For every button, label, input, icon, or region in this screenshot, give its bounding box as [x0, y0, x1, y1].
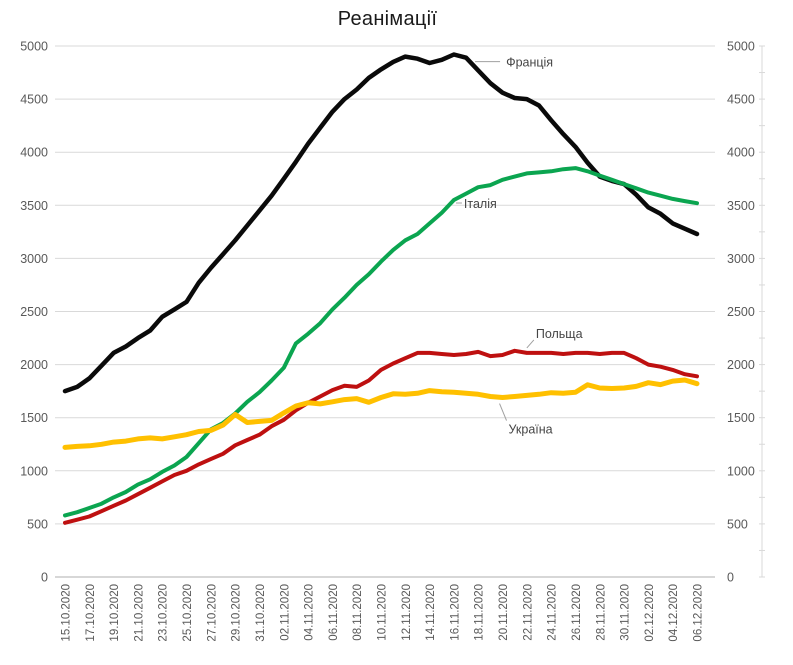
y-axis-tick-label: 2500	[727, 305, 755, 319]
x-axis-tick-label: 23.10.2020	[158, 584, 170, 642]
y-axis-right-labels: 0 500 1000 1500 2000 2500 3000 3500 4000 4500 5000	[727, 40, 755, 585]
y-axis-tick-label: 1000	[20, 464, 48, 478]
x-axis-tick-label: 20.11.2020	[498, 584, 510, 641]
x-axis-tick-label: 18.11.2020	[474, 584, 486, 641]
series-line-poland	[63, 348, 699, 525]
annotation-leader-ukraine	[499, 403, 508, 421]
annotation-label-italy: Італія	[464, 197, 497, 211]
x-axis-tick-label: 17.10.2020	[85, 584, 97, 642]
y-axis-left-labels: 0 500 1000 1500 2000 2500 3000 3500 4000 4500 5000	[20, 40, 48, 585]
x-axis-tick-label: 26.11.2020	[571, 584, 583, 641]
y-axis-tick-label: 2000	[727, 358, 755, 372]
y-axis-tick-label: 3500	[727, 199, 755, 213]
x-axis-tick-label: 06.11.2020	[328, 584, 340, 641]
chart-title: Реанімації	[337, 8, 438, 30]
annotations: Франція Італія Польща Україна	[455, 56, 583, 437]
series-line-italy	[63, 166, 699, 518]
y-axis-tick-label: 2500	[20, 305, 48, 319]
x-axis-tick-label: 12.11.2020	[401, 584, 413, 641]
y-axis-tick-label: 4000	[727, 146, 755, 160]
x-axis-tick-label: 22.11.2020	[522, 584, 534, 641]
gridlines	[55, 45, 715, 525]
series-line-ukraine	[62, 377, 700, 450]
y-axis-tick-label: 4500	[20, 93, 48, 107]
x-axis-tick-label: 28.11.2020	[595, 584, 607, 641]
x-axis-tick-label: 24.11.2020	[547, 584, 559, 641]
y-axis-tick-label: 1500	[20, 411, 48, 425]
right-axis-line	[759, 45, 765, 578]
y-axis-tick-label: 3000	[20, 252, 48, 266]
y-axis-tick-label: 500	[27, 517, 48, 531]
y-axis-tick-label: 5000	[727, 40, 755, 54]
y-axis-tick-label: 500	[727, 517, 748, 531]
x-axis-tick-label: 14.11.2020	[425, 584, 437, 641]
x-axis-tick-label: 15.10.2020	[61, 584, 73, 642]
x-axis-tick-label: 29.10.2020	[231, 584, 243, 642]
y-axis-tick-label: 3500	[20, 199, 48, 213]
x-axis-tick-label: 08.11.2020	[352, 584, 364, 641]
x-axis-tick-label: 19.10.2020	[109, 584, 121, 642]
y-axis-tick-label: 1000	[727, 464, 755, 478]
x-axis-tick-label: 25.10.2020	[182, 584, 194, 642]
y-axis-tick-label: 4000	[20, 146, 48, 160]
x-axis-tick-label: 06.12.2020	[693, 584, 705, 642]
x-axis-tick-label: 02.12.2020	[644, 584, 656, 642]
y-axis-tick-label: 5000	[20, 40, 48, 54]
annotation-label-ukraine: Україна	[509, 423, 553, 437]
y-axis-tick-label: 4500	[727, 93, 755, 107]
x-axis-tick-label: 10.11.2020	[377, 584, 389, 641]
y-axis-tick-label: 2000	[20, 358, 48, 372]
annotation-label-poland: Польща	[536, 327, 583, 341]
y-axis-tick-label: 0	[41, 571, 48, 585]
x-axis-tick-label: 27.10.2020	[206, 584, 218, 642]
x-axis-tick-label: 04.12.2020	[668, 584, 680, 642]
x-axis-tick-label: 30.11.2020	[620, 584, 632, 641]
x-axis-labels: 15.10.2020 17.10.2020 19.10.2020 21.10.2020…	[61, 584, 705, 642]
x-axis-tick-label: 31.10.2020	[255, 584, 267, 642]
annotation-leader-poland	[526, 339, 535, 349]
x-axis-tick-label: 02.11.2020	[279, 584, 291, 641]
annotation-label-france: Франція	[506, 56, 553, 70]
y-axis-tick-label: 3000	[727, 252, 755, 266]
x-axis-tick-label: 21.10.2020	[133, 584, 145, 642]
y-axis-tick-label: 0	[727, 571, 734, 585]
x-axis-tick-label: 16.11.2020	[449, 584, 461, 641]
series-line-france	[62, 52, 700, 394]
y-axis-tick-label: 1500	[727, 411, 755, 425]
x-axis-tick-label: 04.11.2020	[304, 584, 316, 641]
